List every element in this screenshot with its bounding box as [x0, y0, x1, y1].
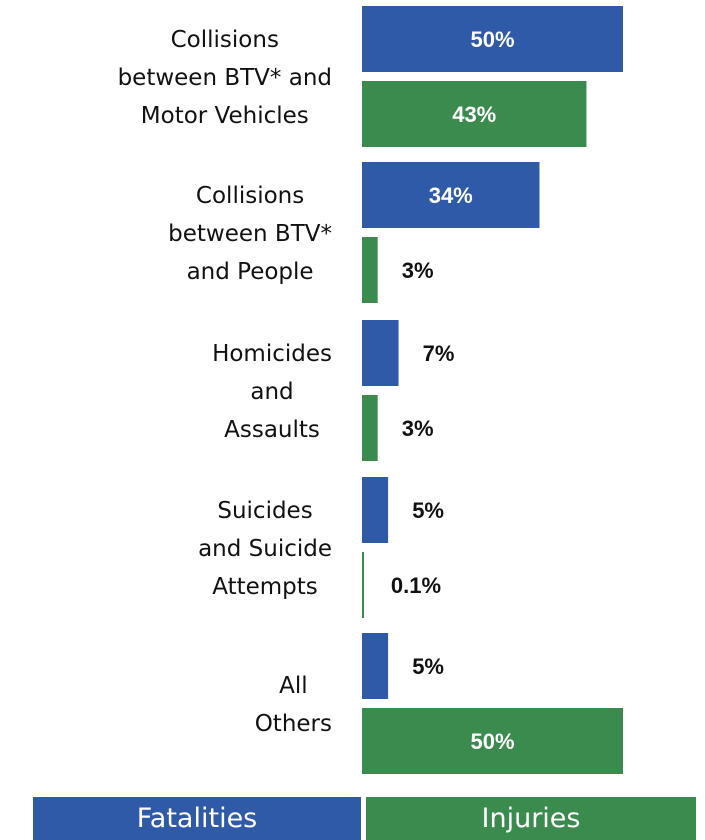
fatalities-bar-4 — [362, 633, 389, 699]
injuries-value-label-4: 50% — [470, 729, 514, 754]
fatalities-bar-2 — [362, 320, 399, 386]
injuries-value-label-1: 3% — [402, 258, 434, 283]
legend-injuries-label: Injuries — [481, 803, 581, 834]
category-label-0-line-2: Motor Vehicles — [141, 103, 309, 129]
legend-fatalities-label: Fatalities — [136, 803, 258, 834]
legend-fatalities: Fatalities — [33, 797, 361, 840]
category-label-1-line-0: Collisions — [196, 183, 304, 209]
category-label-4-line-1: Others — [255, 711, 332, 737]
fatalities-value-label-0: 50% — [470, 27, 514, 52]
injuries-value-label-2: 3% — [402, 416, 434, 441]
injuries-value-label-0: 43% — [452, 102, 496, 127]
category-label-2-line-1: and — [250, 379, 293, 405]
fatalities-value-label-1: 34% — [429, 183, 473, 208]
fatalities-value-label-3: 5% — [412, 498, 444, 523]
fatalities-value-label-2: 7% — [423, 341, 455, 366]
category-label-1-line-1: between BTV* — [168, 221, 332, 247]
injuries-value-label-3: 0.1% — [391, 573, 441, 598]
category-label-3-line-2: Attempts — [212, 574, 318, 600]
injuries-bar-1 — [362, 237, 378, 303]
injuries-bar-3 — [362, 552, 364, 618]
injuries-bar-2 — [362, 395, 378, 461]
category-label-3-line-1: and Suicide — [198, 536, 332, 562]
category-label-0-line-0: Collisions — [171, 27, 279, 53]
category-label-2-line-0: Homicides — [212, 341, 332, 367]
injuries-bar-0 — [362, 81, 587, 147]
fatalities-bar-1 — [362, 162, 540, 228]
category-label-0-line-1: between BTV* and — [118, 65, 332, 91]
injuries-bar-4 — [362, 708, 623, 774]
category-label-2-line-2: Assaults — [224, 417, 320, 443]
legend-injuries: Injuries — [366, 797, 696, 840]
category-label-4-line-0: All — [279, 673, 308, 699]
fatalities-bar-0 — [362, 6, 623, 72]
fatalities-value-label-4: 5% — [412, 654, 444, 679]
category-label-3-line-0: Suicides — [217, 498, 312, 524]
category-label-1-line-2: and People — [187, 259, 314, 285]
fatalities-bar-3 — [362, 477, 389, 543]
